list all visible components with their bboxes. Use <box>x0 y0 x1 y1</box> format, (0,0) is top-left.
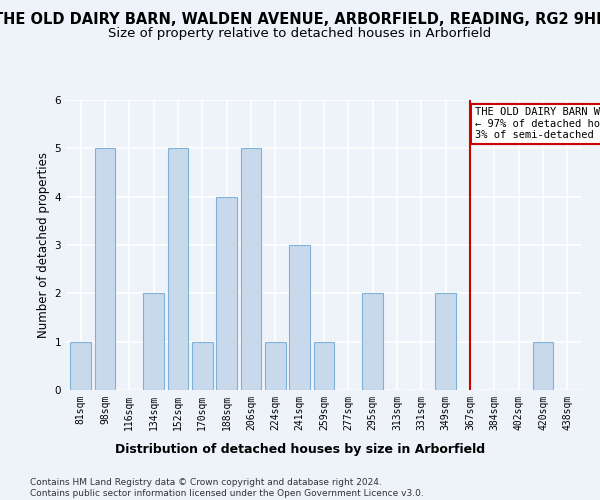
Bar <box>70 342 91 390</box>
Text: THE OLD DAIRY BARN WALDEN AVENUE: 365sqm
← 97% of detached houses are smaller (3: THE OLD DAIRY BARN WALDEN AVENUE: 365sqm… <box>475 108 600 140</box>
Bar <box>289 245 310 390</box>
Bar <box>216 196 237 390</box>
Text: THE OLD DAIRY BARN, WALDEN AVENUE, ARBORFIELD, READING, RG2 9HR: THE OLD DAIRY BARN, WALDEN AVENUE, ARBOR… <box>0 12 600 28</box>
Bar <box>95 148 115 390</box>
Bar <box>314 342 334 390</box>
Bar <box>241 148 262 390</box>
Bar <box>143 294 164 390</box>
Bar <box>436 294 456 390</box>
Bar <box>192 342 212 390</box>
Y-axis label: Number of detached properties: Number of detached properties <box>37 152 50 338</box>
Text: Distribution of detached houses by size in Arborfield: Distribution of detached houses by size … <box>115 442 485 456</box>
Bar <box>167 148 188 390</box>
Bar <box>265 342 286 390</box>
Text: Size of property relative to detached houses in Arborfield: Size of property relative to detached ho… <box>109 28 491 40</box>
Bar <box>533 342 553 390</box>
Bar <box>362 294 383 390</box>
Text: Contains HM Land Registry data © Crown copyright and database right 2024.
Contai: Contains HM Land Registry data © Crown c… <box>30 478 424 498</box>
